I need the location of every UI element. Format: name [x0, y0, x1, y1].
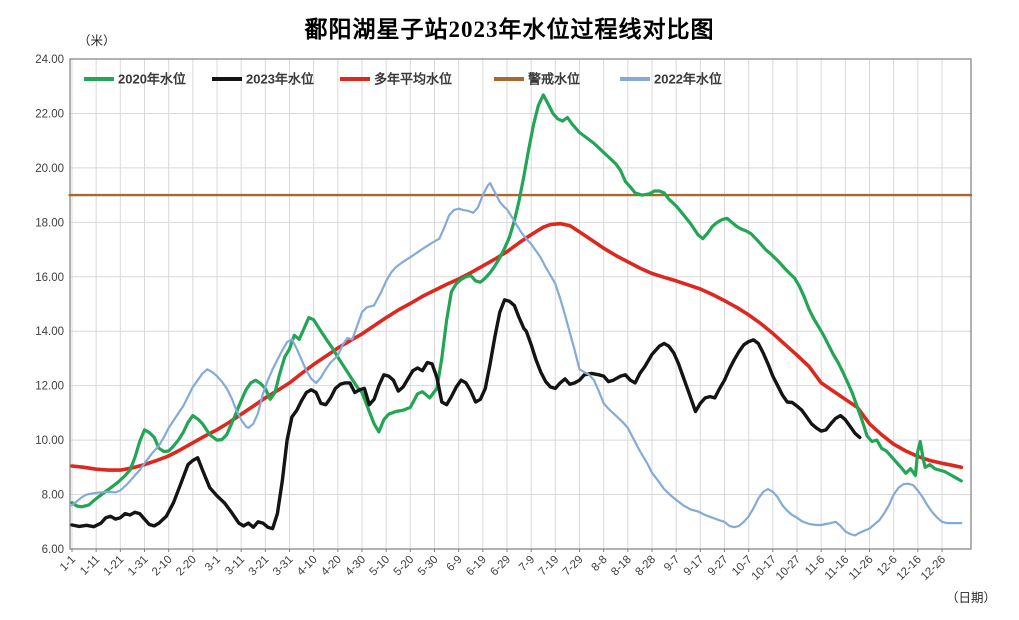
x-tick-label: 1-31 [126, 554, 151, 579]
legend-item-y2023: 2023年水位 [212, 72, 314, 87]
x-tick-label: 3-21 [247, 554, 272, 579]
y-tick-label: 6.00 [42, 544, 64, 556]
x-tick-label: 4-20 [319, 554, 344, 579]
x-tick-label: 3-31 [271, 554, 296, 579]
x-tick-label: 3-1 [203, 554, 223, 574]
series-line-y2022 [70, 182, 963, 537]
legend-item-y2022: 2022年水位 [620, 72, 722, 87]
x-tick-label: 7-9 [517, 554, 537, 574]
y-tick-label: 8.00 [42, 490, 64, 502]
legend-item-y2020: 2020年水位 [84, 72, 186, 87]
chart-title: 鄱阳湖星子站2023年水位过程线对比图 [304, 17, 715, 42]
x-tick-label: 7-19 [537, 554, 562, 579]
x-tick-label: 4-10 [295, 554, 320, 579]
x-tick-label: 12-26 [919, 554, 948, 583]
series-line-y2020 [70, 93, 963, 509]
legend-label-y2023: 2023年水位 [246, 72, 314, 87]
legend-label-warning: 警戒水位 [528, 72, 580, 87]
y-axis-unit-label: （米） [78, 34, 116, 48]
x-tick-label: 9-7 [662, 554, 682, 574]
legend-label-avg: 多年平均水位 [374, 72, 452, 87]
x-tick-label: 9-17 [682, 554, 707, 579]
x-tick-label: 7-29 [561, 554, 586, 579]
y-tick-label: 14.00 [35, 326, 64, 338]
x-tick-label: 11-16 [823, 554, 852, 583]
y-tick-label: 20.00 [35, 163, 64, 175]
x-tick-label: 8-8 [590, 554, 610, 574]
x-tick-label: 6-19 [464, 554, 489, 579]
x-tick-label: 6-9 [445, 554, 465, 574]
x-tick-label: 10-27 [774, 554, 803, 583]
x-tick-label: 3-11 [223, 554, 247, 578]
x-tick-label: 12-16 [895, 554, 924, 583]
legend-item-avg: 多年平均水位 [340, 72, 452, 87]
x-tick-label: 1-21 [102, 554, 127, 579]
legend-label-y2020: 2020年水位 [118, 72, 186, 87]
x-axis-unit-label: （日期） [946, 591, 996, 605]
x-tick-label: 5-30 [416, 554, 441, 579]
x-tick-label: 2-20 [174, 554, 199, 579]
y-tick-label: 24.00 [35, 54, 64, 66]
x-tick-label: 11-26 [847, 554, 876, 583]
x-tick-label: 4-30 [343, 554, 368, 579]
x-tick-label: 2-10 [150, 554, 175, 579]
y-tick-label: 12.00 [35, 381, 64, 393]
x-tick-label: 8-28 [633, 554, 658, 579]
x-tick-label: 8-18 [609, 554, 634, 579]
legend-item-warning: 警戒水位 [494, 72, 580, 87]
x-tick-label: 5-10 [368, 554, 393, 579]
y-tick-label: 18.00 [35, 217, 64, 229]
y-tick-label: 16.00 [35, 272, 64, 284]
x-tick-label: 5-20 [392, 554, 417, 579]
x-tick-label: 9-27 [706, 554, 731, 579]
x-tick-label: 1-11 [78, 554, 102, 578]
plot-area-border [69, 58, 972, 550]
x-tick-label: 10-17 [750, 554, 779, 583]
x-tick-label: 6-29 [488, 554, 513, 579]
y-tick-label: 10.00 [35, 435, 64, 447]
legend-label-y2022: 2022年水位 [654, 72, 722, 87]
series-line-y2023 [70, 298, 862, 531]
x-tick-label: 1-1 [58, 554, 78, 574]
y-tick-label: 22.00 [35, 108, 64, 120]
